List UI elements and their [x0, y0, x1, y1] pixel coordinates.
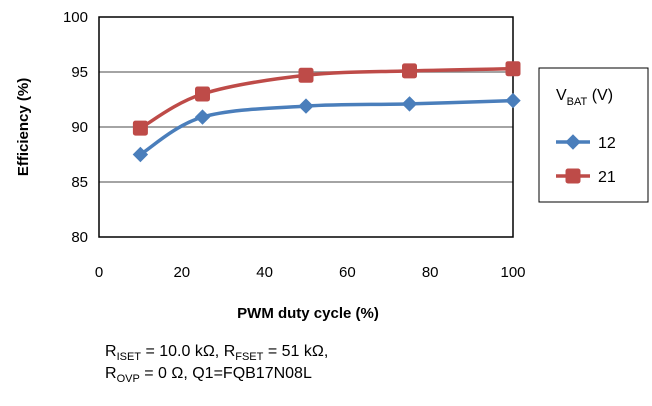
- legend-title-suffix: (V): [587, 87, 613, 104]
- legend-label-12: 12: [598, 135, 616, 152]
- config-note-line2: ROVP = 0 Ω, Q1=FQB17N08L: [105, 365, 312, 385]
- legend-box: [538, 67, 649, 203]
- series-21: [132, 61, 521, 136]
- data-point-21: [505, 61, 521, 77]
- legend-title-main: V: [556, 87, 567, 104]
- x-axis-title: PWM duty cycle (%): [237, 305, 379, 322]
- note-line2-part: = 0 Ω, Q1=FQB17N08L: [139, 365, 312, 382]
- y-tick-label: 80: [71, 229, 88, 246]
- data-point-21: [195, 86, 210, 102]
- data-point-12: [132, 146, 149, 163]
- y-tick-labels: 80 85 90 95 100: [63, 9, 88, 246]
- x-tick-label: 80: [422, 264, 439, 281]
- grid-lines: [99, 71, 513, 183]
- data-point-21: [298, 67, 314, 83]
- x-tick-label: 0: [95, 264, 103, 281]
- y-tick-label: 85: [71, 174, 88, 191]
- legend-title-sub: BAT: [567, 96, 588, 108]
- data-point-12: [401, 96, 418, 112]
- note-line1-part: = 51 kΩ,: [263, 343, 329, 360]
- legend-marker-12: [565, 134, 581, 150]
- efficiency-chart: 0 20 40 60 80 100 80 85 90 95 100 PWM duty cycle …: [15, 9, 649, 322]
- legend-items: 12 21: [556, 134, 616, 186]
- legend: VBAT (V) 12 21: [538, 67, 649, 203]
- note-line1-part: = 10.0 kΩ, R: [141, 343, 236, 360]
- note-line1-part: FSET: [235, 351, 264, 364]
- note-line2-part: OVP: [116, 373, 140, 386]
- data-point-21: [132, 120, 148, 136]
- note-line1-part: ISET: [116, 351, 142, 364]
- y-tick-label: 100: [63, 9, 88, 26]
- series-layer: [132, 61, 521, 163]
- plot-frame: [98, 16, 514, 238]
- note-line1-part: R: [105, 343, 117, 360]
- y-tick-label: 90: [71, 119, 88, 136]
- legend-label-21: 21: [598, 169, 616, 186]
- y-axis-title: Efficiency (%): [15, 78, 32, 176]
- data-point-12: [505, 92, 521, 109]
- x-tick-labels: 0 20 40 60 80 100: [95, 264, 526, 281]
- data-point-12: [194, 109, 211, 125]
- y-tick-label: 95: [71, 64, 88, 81]
- data-point-12: [298, 98, 314, 114]
- legend-marker-21: [565, 168, 581, 184]
- data-point-21: [402, 63, 417, 79]
- config-note-line1: RISET = 10.0 kΩ, RFSET = 51 kΩ,: [105, 343, 328, 363]
- note-line2-part: R: [105, 365, 117, 382]
- legend-title: VBAT (V): [556, 87, 613, 108]
- x-tick-label: 100: [500, 264, 525, 281]
- x-tick-label: 20: [173, 264, 190, 281]
- x-tick-label: 40: [256, 264, 273, 281]
- x-tick-label: 60: [339, 264, 356, 281]
- series-12: [132, 92, 521, 163]
